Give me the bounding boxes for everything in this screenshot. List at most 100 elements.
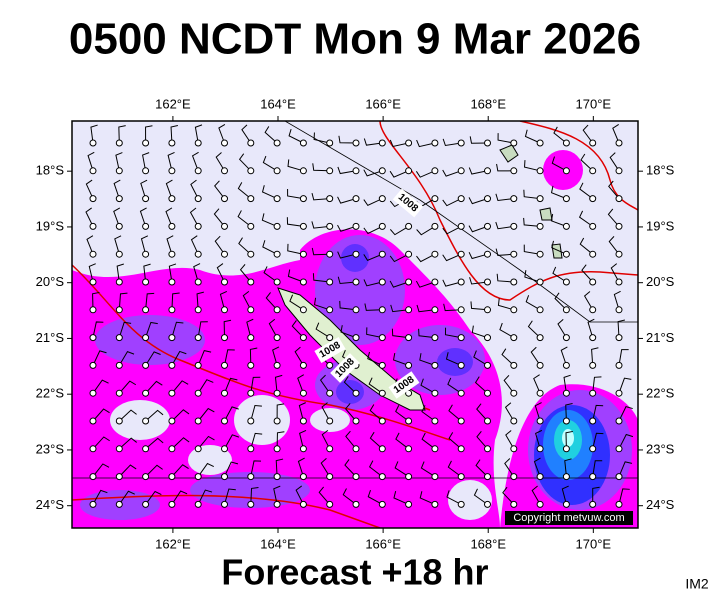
wind-station [142,389,150,397]
wind-station [405,306,413,314]
wind-station [299,500,307,508]
wind-barb [241,124,252,144]
wind-station [89,306,97,314]
wind-station [247,445,255,453]
wind-station [536,139,544,147]
wind-station [221,473,228,481]
wind-barb [369,431,383,450]
wind-station [510,139,518,147]
wind-barb [294,346,304,366]
wind-station [405,500,413,508]
wind-station [431,306,439,314]
wind-barb [213,208,225,227]
wind-station [378,306,386,314]
wind-station [589,250,597,258]
wind-barb [416,225,436,236]
lat-label: 22°S [36,386,65,401]
wind-station [405,417,413,425]
wind-barb [394,461,409,478]
wind-barb [237,210,252,227]
wind-barb [363,253,383,261]
wind-barb [420,461,436,478]
wind-barb [579,237,594,255]
wind-station [352,473,360,481]
wind-station [378,389,386,397]
wind-barb [617,319,625,338]
wind-station [115,222,123,230]
wind-barb [389,170,409,178]
wind-station [484,417,491,425]
wind-barb [496,273,514,283]
wind-barb [92,291,100,310]
wind-station [615,445,623,453]
wind-station [352,222,360,230]
wind-station [273,167,281,175]
wind-barb [448,404,462,422]
wind-barb [420,378,436,394]
wind-barb [367,489,383,505]
wind-barb [363,198,383,206]
wind-station [510,389,518,397]
wind-station [273,445,281,453]
wind-station [142,139,150,147]
wind-station [273,250,281,258]
wind-barb [610,263,620,283]
wind-barb [618,377,632,394]
wind-station [589,334,597,342]
wind-barb [495,193,514,202]
wind-barb [238,237,252,255]
wind-station [562,195,570,203]
lon-label: 162°E [155,536,191,551]
wind-station [484,500,491,508]
wind-barb [171,409,190,422]
wind-station [273,389,281,397]
wind-barb [565,403,573,422]
wind-barb [369,404,383,422]
wind-station [510,500,518,508]
wind-station [168,167,176,175]
wind-barb [561,485,569,505]
wind-barb [145,125,153,144]
wind-station [194,250,202,258]
wind-barb [246,318,254,338]
forecast-label: Forecast +18 hr [221,552,488,593]
wind-barb [421,432,436,450]
wind-station [326,222,334,230]
wind-barb [118,125,126,144]
wind-barb [390,304,409,313]
wind-station [510,167,518,175]
wind-barb [442,138,462,147]
island [539,207,553,221]
wind-barb [113,207,121,227]
wind-station [378,278,386,286]
wind-station [247,473,255,481]
wind-barb [505,430,515,450]
graticule: 162°E 162°E 164°E 164°E 166°E 166°E 168°E 168°E… [36,96,675,551]
island [551,243,563,259]
wind-station [510,361,518,369]
wind-barb [118,464,137,477]
wind-barb [116,263,124,283]
wind-barb [582,124,594,144]
lat-label: 19°S [646,218,675,233]
wind-barb [392,352,409,366]
wind-barb [92,436,110,450]
wind-barb [273,485,281,505]
wind-barb [145,321,158,338]
wind-barb [190,235,199,255]
wind-barb [118,409,137,422]
wind-station [352,389,360,397]
wind-barb [265,292,278,311]
wind-barb [115,152,123,171]
wind-station [589,473,597,481]
wind-station [615,167,623,175]
wind-station [589,417,597,425]
wind-barb [87,151,95,171]
wind-barb [475,459,488,477]
wind-station [89,361,97,369]
wind-station [221,334,228,342]
wind-station [142,361,150,369]
wind-station [142,445,150,453]
wind-barb [442,225,462,235]
wind-station [457,417,465,425]
